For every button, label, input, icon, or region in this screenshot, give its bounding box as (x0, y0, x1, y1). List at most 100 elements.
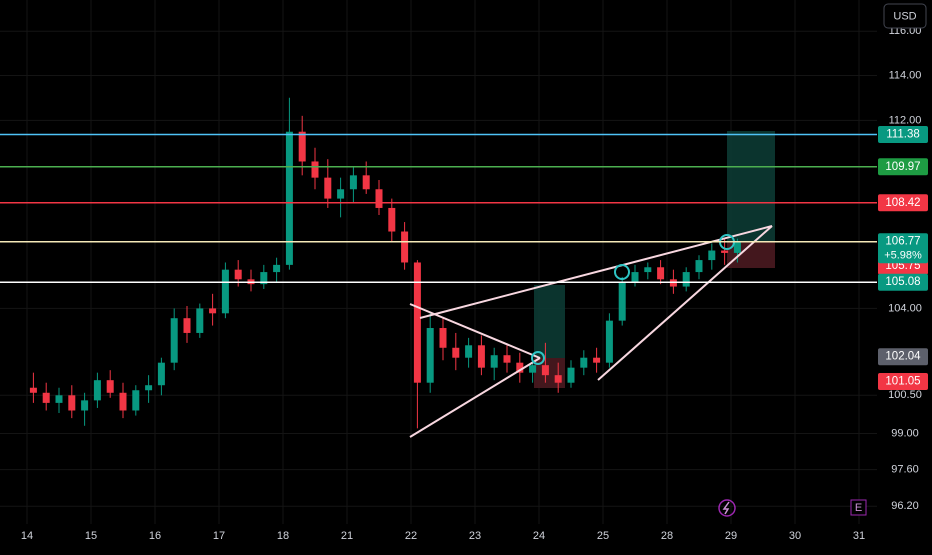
candle-body (631, 272, 639, 282)
marker-circle (614, 264, 630, 280)
candle-body (644, 267, 652, 273)
candle-body (452, 347, 460, 358)
candle-body (145, 385, 153, 391)
candle-body (42, 392, 50, 403)
profit-zone (534, 285, 565, 358)
x-tick-label: 28 (661, 530, 673, 542)
y-tick-label: 114.00 (889, 69, 922, 81)
event-box[interactable] (850, 499, 867, 516)
price-tag (878, 125, 928, 143)
axis: 116.00114.00112.00104.00100.5099.0097.60… (21, 25, 922, 542)
price-tag-label: 102.04 (885, 351, 921, 363)
candle-body (349, 175, 357, 190)
x-tick-label: 22 (405, 530, 417, 542)
candle-body (209, 308, 217, 314)
currency-button[interactable] (883, 3, 927, 29)
x-tick-label: 29 (725, 530, 737, 542)
price-tag (878, 233, 928, 264)
candle-body (401, 231, 409, 263)
candle-body (580, 357, 588, 368)
price-tag (878, 372, 928, 390)
candle-body (426, 328, 434, 383)
x-tick-label: 18 (277, 530, 289, 542)
candle-body (733, 241, 741, 253)
y-tick-label: 97.60 (891, 464, 919, 476)
candle-body (93, 380, 101, 401)
currency-label: USD (893, 10, 916, 22)
event-label: E (855, 502, 862, 514)
position-boxes (534, 131, 775, 388)
candle-body (721, 250, 729, 253)
candle-body (554, 375, 562, 383)
candle-body (593, 357, 601, 363)
candle-body (708, 250, 716, 261)
loss-zone (534, 358, 565, 388)
candle-body (221, 269, 229, 314)
candle-body (337, 189, 345, 199)
time-axis (0, 525, 932, 550)
x-tick-label: 15 (85, 530, 97, 542)
candle-body (695, 260, 703, 273)
candle-body (618, 281, 626, 321)
price-tag-label: 111.38 (886, 128, 919, 140)
y-tick-label: 100.50 (888, 389, 922, 401)
x-tick-label: 30 (789, 530, 801, 542)
candle-body (529, 365, 537, 373)
candle-body (81, 400, 89, 411)
trend-line (597, 225, 773, 381)
price-tags: 111.38109.97108.42105.75106.77+5.98%105.… (878, 125, 928, 390)
price-tag-label: 101.05 (885, 375, 920, 387)
candle-body (132, 390, 140, 411)
y-tick-label: 99.00 (891, 427, 919, 439)
price-tag-label: 108.42 (885, 197, 920, 209)
candle-body (106, 380, 114, 393)
levels (0, 133, 877, 283)
icon-circle (718, 499, 736, 517)
candle-body (119, 392, 127, 411)
x-tick-label: 14 (21, 530, 33, 542)
candle-body (490, 355, 498, 368)
x-tick-label: 24 (533, 530, 545, 542)
candle-body (170, 318, 178, 363)
price-tag-label: 105.08 (885, 276, 920, 288)
x-tick-label: 31 (853, 530, 865, 542)
candle-body (605, 320, 613, 363)
candle-body (413, 262, 421, 383)
candle-body (657, 267, 665, 280)
price-tag-label: 109.97 (885, 161, 920, 173)
y-tick-label: 96.20 (891, 500, 919, 512)
x-tick-label: 16 (149, 530, 161, 542)
x-tick-label: 23 (469, 530, 481, 542)
candle-body (311, 161, 319, 178)
price-tag (878, 348, 928, 366)
candle-body (298, 131, 306, 162)
candles (29, 97, 741, 429)
candle-body (439, 328, 447, 348)
candle-body (68, 395, 76, 411)
x-tick-label: 25 (597, 530, 609, 542)
x-tick-label: 21 (341, 530, 353, 542)
candle-body (362, 175, 370, 190)
candle-body (516, 362, 524, 373)
trend-line (409, 357, 541, 438)
candle-body (273, 264, 281, 273)
candle-body (55, 395, 63, 403)
y-tick-label: 104.00 (888, 302, 922, 314)
profit-zone (727, 131, 775, 242)
y-tick-label: 112.00 (889, 114, 922, 126)
lightning-icon[interactable] (718, 499, 736, 517)
candle-body (465, 345, 473, 358)
marker-circle (531, 351, 545, 365)
candle-body (567, 367, 575, 383)
candle-body (477, 345, 485, 368)
candle-body (157, 362, 165, 386)
candle-body (503, 355, 511, 363)
candle-body (183, 318, 191, 333)
x-tick-label: 17 (213, 530, 225, 542)
trend-line (409, 303, 541, 359)
price-tag (878, 158, 928, 176)
candle-body (388, 207, 396, 232)
icon-bolt (722, 501, 730, 515)
